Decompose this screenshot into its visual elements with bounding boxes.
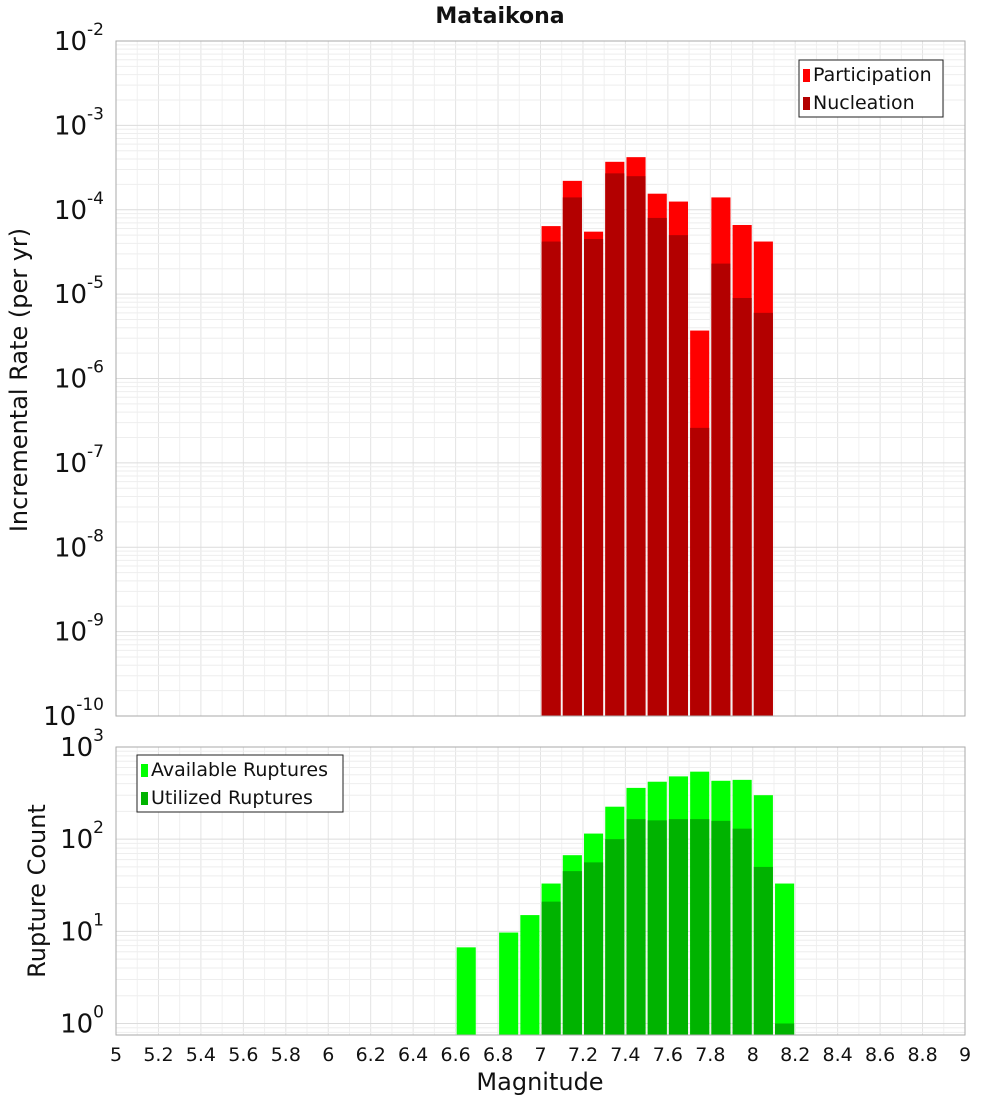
top-panel: 10-10 10-9 10-8 10-7 10-6 10-5 10-4 10-3 10-2 In… — [5, 20, 966, 732]
bar-available-ruptures — [520, 915, 540, 1035]
top-legend: Participation Nucleation — [798, 59, 944, 118]
x-tick-label: 6.6 — [440, 1044, 470, 1066]
x-tick-label: 5.6 — [228, 1044, 258, 1066]
x-tick-label: 7.8 — [695, 1044, 725, 1066]
top-grid — [115, 40, 966, 717]
y-tick-label: 10-2 — [54, 20, 104, 57]
x-tick-label: 7.2 — [568, 1044, 598, 1066]
y-tick-label: 10-10 — [43, 695, 104, 732]
legend-swatch — [141, 764, 148, 777]
x-axis-ticks: 5 5.2 5.4 5.6 5.8 6 6.2 6.4 6.6 6.8 7 7.2 7.4 7.6 7.8 8… — [110, 1044, 971, 1066]
legend-label: Participation — [813, 64, 932, 86]
x-tick-label: 7 — [534, 1044, 546, 1066]
x-tick-label: 8.6 — [865, 1044, 895, 1066]
y-tick-label: 100 — [60, 1002, 104, 1039]
bar-nucleation — [541, 241, 561, 717]
bottom-bars — [456, 771, 795, 1035]
x-tick-label: 9 — [959, 1044, 971, 1066]
legend-swatch — [141, 792, 148, 805]
y-tick-label: 10-5 — [54, 273, 104, 310]
bar-utilized-ruptures — [711, 820, 731, 1035]
bar-utilized-ruptures — [753, 866, 773, 1035]
bar-utilized-ruptures — [541, 901, 561, 1035]
x-tick-label: 5.2 — [143, 1044, 173, 1066]
legend-label: Nucleation — [813, 92, 915, 114]
bar-nucleation — [711, 263, 731, 716]
x-tick-label: 6.2 — [356, 1044, 386, 1066]
legend-box — [798, 59, 944, 118]
y-tick-label: 10-4 — [54, 189, 104, 226]
bar-nucleation — [605, 173, 625, 717]
top-bars — [541, 157, 773, 717]
bottom-plot-frame — [115, 746, 966, 1036]
bar-available-ruptures — [775, 883, 795, 1035]
x-tick-label: 8.4 — [823, 1044, 853, 1066]
bar-nucleation — [690, 427, 710, 716]
x-tick-label: 5 — [110, 1044, 122, 1066]
bar-utilized-ruptures — [605, 839, 625, 1035]
x-tick-label: 6.8 — [483, 1044, 513, 1066]
y-tick-label: 10-8 — [54, 526, 104, 563]
bar-nucleation — [626, 176, 646, 717]
x-tick-label: 8 — [747, 1044, 759, 1066]
bar-nucleation — [584, 239, 604, 716]
bar-utilized-ruptures — [668, 819, 689, 1035]
bar-nucleation — [647, 217, 667, 716]
bar-nucleation — [732, 297, 752, 716]
y-tick-label: 10-9 — [54, 611, 104, 648]
bar-utilized-ruptures — [690, 819, 710, 1035]
bar-utilized-ruptures — [584, 862, 604, 1035]
bar-utilized-ruptures — [647, 820, 667, 1035]
bar-utilized-ruptures — [626, 819, 646, 1035]
bottom-panel: 100 101 102 103 Rupture Count Available Rup… — [23, 726, 966, 1039]
chart-title: Mataikona — [435, 4, 564, 29]
bar-utilized-ruptures — [732, 828, 752, 1035]
x-axis-label: Magnitude — [476, 1068, 603, 1096]
x-tick-label: 5.8 — [271, 1044, 301, 1066]
bar-utilized-ruptures — [562, 871, 582, 1035]
y-tick-label: 10-3 — [54, 104, 104, 141]
y-tick-label: 103 — [60, 726, 104, 763]
x-tick-label: 6.4 — [398, 1044, 428, 1066]
legend-swatch — [803, 97, 810, 110]
x-tick-label: 8.8 — [907, 1044, 937, 1066]
x-tick-label: 5.4 — [186, 1044, 216, 1066]
bar-available-ruptures — [499, 932, 519, 1035]
legend-box — [136, 754, 344, 813]
bar-nucleation — [753, 312, 773, 716]
x-tick-label: 6 — [322, 1044, 334, 1066]
y-tick-label: 102 — [60, 818, 104, 855]
x-tick-label: 7.4 — [610, 1044, 640, 1066]
x-tick-label: 8.2 — [780, 1044, 810, 1066]
legend-label: Utilized Ruptures — [151, 787, 313, 809]
bar-utilized-ruptures — [775, 1023, 795, 1035]
y-tick-label: 10-7 — [54, 442, 104, 479]
y-tick-label: 101 — [60, 910, 104, 947]
legend-label: Available Ruptures — [151, 759, 328, 781]
bottom-legend: Available Ruptures Utilized Ruptures — [136, 754, 344, 813]
top-y-axis-label: Incremental Rate (per yr) — [5, 228, 33, 532]
bar-available-ruptures — [456, 947, 476, 1035]
top-y-ticks: 10-10 10-9 10-8 10-7 10-6 10-5 10-4 10-3 10-2 — [43, 20, 104, 732]
x-tick-label: 7.6 — [653, 1044, 683, 1066]
y-tick-label: 10-6 — [54, 358, 104, 395]
bar-nucleation — [668, 235, 689, 716]
top-plot-frame — [115, 40, 966, 717]
legend-swatch — [803, 69, 810, 82]
bottom-y-ticks: 100 101 102 103 — [60, 726, 104, 1039]
bottom-y-axis-label: Rupture Count — [23, 804, 51, 978]
bar-nucleation — [562, 197, 582, 717]
